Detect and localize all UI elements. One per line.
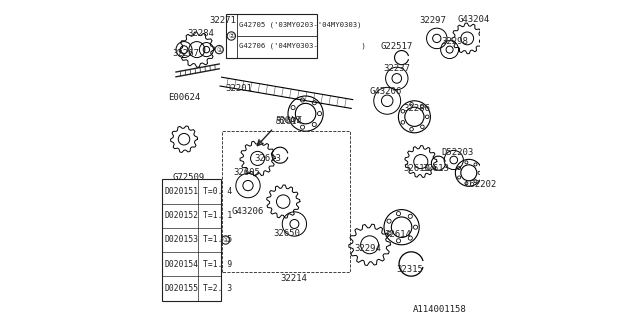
Text: E00624: E00624 xyxy=(168,93,200,102)
Text: 32286: 32286 xyxy=(403,104,430,113)
Text: 32614: 32614 xyxy=(384,230,411,239)
Text: T=1. 9: T=1. 9 xyxy=(204,260,232,269)
Text: C62202: C62202 xyxy=(464,180,496,188)
Text: G43206: G43206 xyxy=(231,207,263,216)
Text: ①: ① xyxy=(223,237,228,243)
Text: D020152: D020152 xyxy=(164,211,198,220)
Text: T=2. 3: T=2. 3 xyxy=(204,284,232,293)
FancyBboxPatch shape xyxy=(161,179,221,301)
Text: FRONT: FRONT xyxy=(276,116,302,125)
Text: 32267: 32267 xyxy=(172,49,199,58)
Text: T=1. 1: T=1. 1 xyxy=(204,211,232,220)
Text: 32237: 32237 xyxy=(383,64,410,73)
Text: G43206: G43206 xyxy=(370,87,402,96)
Text: G42705 ('03MY0203-'04MY0303): G42705 ('03MY0203-'04MY0303) xyxy=(239,21,362,28)
Text: G22517: G22517 xyxy=(380,42,412,51)
Text: T=1. 5: T=1. 5 xyxy=(204,236,232,244)
Text: A114001158: A114001158 xyxy=(413,305,467,314)
Text: 32315: 32315 xyxy=(397,265,424,274)
Text: 32284: 32284 xyxy=(187,29,214,38)
Text: 32201: 32201 xyxy=(226,84,252,92)
Text: 32650: 32650 xyxy=(274,229,300,238)
Text: 32613: 32613 xyxy=(422,164,449,172)
Text: 32294: 32294 xyxy=(355,244,381,253)
Text: 32297: 32297 xyxy=(419,16,446,25)
Text: 32605: 32605 xyxy=(234,168,260,177)
Text: D020155: D020155 xyxy=(164,284,198,293)
Text: G72509: G72509 xyxy=(172,173,204,182)
Text: T=0. 4: T=0. 4 xyxy=(204,187,232,196)
Text: D020154: D020154 xyxy=(164,260,198,269)
Text: D020153: D020153 xyxy=(164,236,198,244)
Text: 32613: 32613 xyxy=(254,154,281,163)
Text: ①: ① xyxy=(216,47,222,53)
Text: 32214: 32214 xyxy=(280,274,307,283)
FancyBboxPatch shape xyxy=(226,14,317,58)
Text: 32614: 32614 xyxy=(276,117,302,126)
Text: D020151: D020151 xyxy=(164,187,198,196)
Text: G43204: G43204 xyxy=(458,15,490,24)
Text: ②: ② xyxy=(228,33,234,39)
Text: 32271: 32271 xyxy=(210,16,236,25)
Text: 32298: 32298 xyxy=(441,37,468,46)
Text: D52203: D52203 xyxy=(441,148,473,156)
Text: 32610: 32610 xyxy=(404,164,431,172)
Text: G42706 ('04MY0303-          ): G42706 ('04MY0303- ) xyxy=(239,43,366,49)
